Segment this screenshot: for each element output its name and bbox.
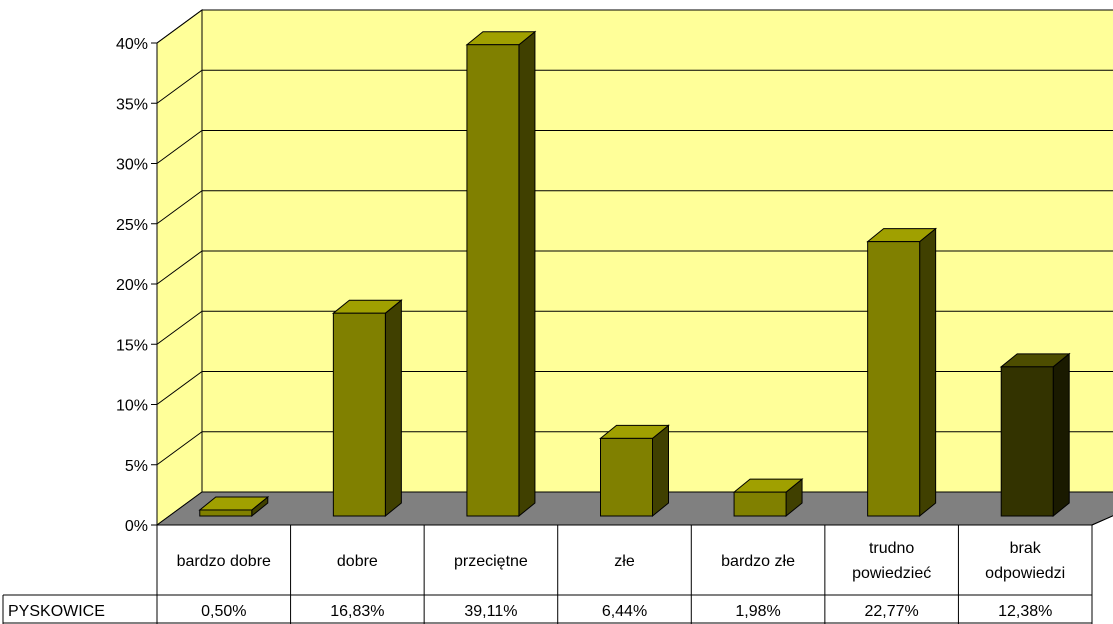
y-tick-label: 25%	[116, 217, 148, 234]
bar	[332, 312, 386, 517]
category-label: bardzo dobre	[177, 553, 271, 570]
gridline-side	[156, 431, 203, 466]
bar-side	[652, 424, 669, 518]
bar	[466, 44, 520, 517]
data-label: 16,83%	[330, 603, 384, 620]
data-label: 6,44%	[602, 603, 647, 620]
bar	[199, 509, 253, 517]
data-label: 0,50%	[201, 603, 246, 620]
y-tick-label: 5%	[125, 458, 148, 475]
y-tick-label: 30%	[116, 157, 148, 174]
bar	[867, 241, 921, 517]
y-tick-label: 15%	[116, 337, 148, 354]
data-label: 12,38%	[998, 603, 1052, 620]
bar	[1000, 366, 1054, 517]
bar-side	[1052, 352, 1070, 518]
gridline-side	[156, 130, 203, 164]
gridline-side	[156, 190, 203, 225]
bar-side	[384, 299, 402, 518]
category-label: brak	[1010, 540, 1042, 557]
bar-side	[919, 227, 937, 518]
y-tick-label: 0%	[125, 518, 148, 535]
category-label: powiedzieć	[852, 565, 931, 582]
bar	[600, 437, 653, 517]
gridline-side	[156, 250, 203, 285]
category-label: przeciętne	[454, 553, 528, 570]
category-label: złe	[614, 553, 635, 570]
series-label: PYSKOWICE	[8, 603, 105, 620]
gridline-side	[156, 371, 203, 405]
category-label: odpowiedzi	[985, 565, 1065, 582]
y-tick-label: 40%	[116, 36, 148, 53]
category-label: bardzo złe	[721, 553, 795, 570]
y-tick-label: 20%	[116, 277, 148, 294]
floor-edge	[1091, 515, 1113, 526]
bar	[733, 491, 787, 517]
category-label: trudno	[869, 540, 914, 557]
category-label: dobre	[337, 553, 378, 570]
gridline-side	[156, 310, 203, 345]
data-label: 1,98%	[735, 603, 780, 620]
gridline-side	[156, 9, 203, 44]
bar-side	[518, 30, 536, 518]
data-label: 22,77%	[865, 603, 919, 620]
y-tick-label: 35%	[116, 96, 148, 113]
gridline-side	[156, 69, 203, 104]
data-label: 39,11%	[464, 603, 517, 620]
y-tick-label: 10%	[116, 398, 148, 415]
